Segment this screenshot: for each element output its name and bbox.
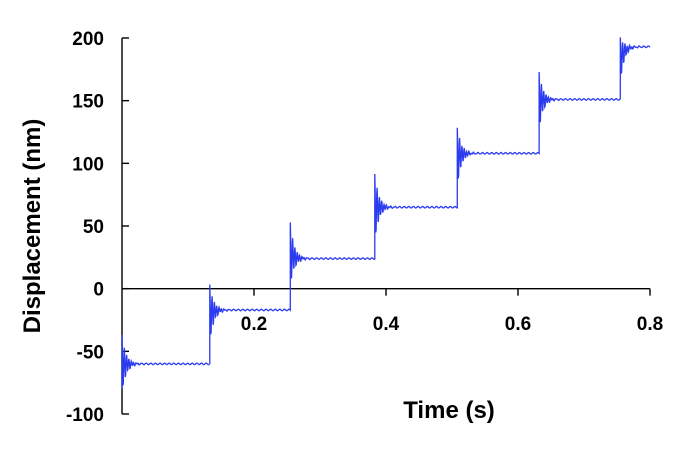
x-tick-label: 0.6 [505,314,531,335]
series-line [121,37,651,389]
y-tick-label: 50 [83,217,104,238]
x-tick-label: 0.2 [241,314,267,335]
x-tick-label: 0.8 [637,314,663,335]
x-tick-label: 0.4 [373,314,400,335]
x-axis-ticks: 0.2 0.4 0.6 0.8 [241,288,663,335]
y-tick-label: -100 [66,405,104,426]
y-axis-title: Displacement (nm) [19,119,46,334]
x-axis-title: Time (s) [403,397,495,424]
axes [121,38,650,414]
y-tick-label: 200 [72,29,104,50]
y-tick-label: 100 [72,154,104,175]
y-tick-label: 150 [72,92,104,113]
y-tick-label: 0 [93,280,104,301]
y-tick-label: -50 [77,342,104,363]
y-axis-ticks: -100 -50 0 50 100 150 200 [66,29,129,426]
